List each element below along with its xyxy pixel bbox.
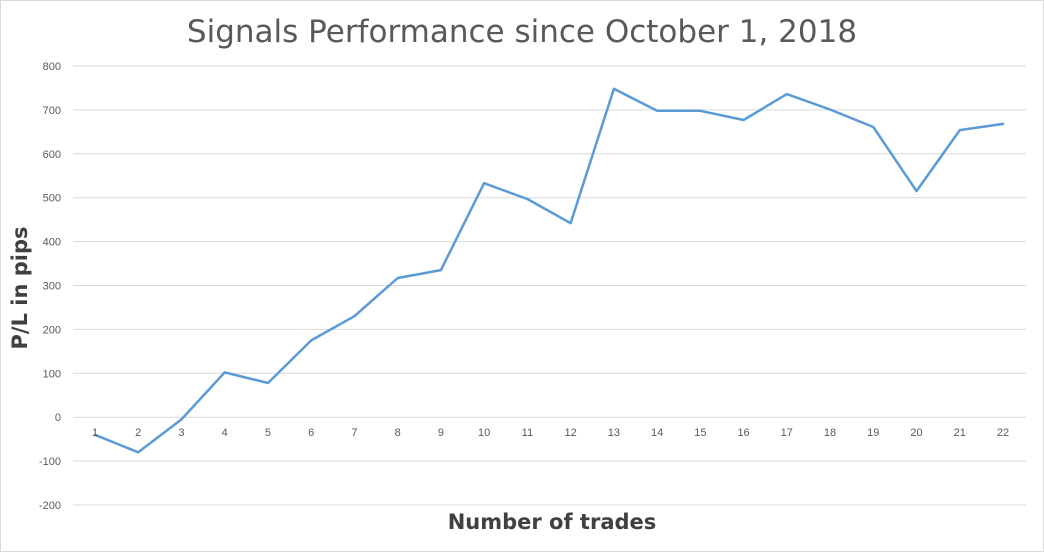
x-tick-label: 22 — [997, 427, 1009, 439]
x-tick-label: 15 — [694, 427, 706, 439]
x-tick-label: 5 — [265, 427, 271, 439]
x-tick-label: 18 — [824, 427, 836, 439]
y-tick-label: 100 — [43, 368, 61, 380]
x-tick-label: 13 — [608, 427, 620, 439]
y-tick-label: 600 — [43, 149, 61, 161]
x-tick-label: 21 — [954, 427, 966, 439]
x-tick-label: 11 — [522, 427, 533, 439]
x-tick-label: 4 — [222, 427, 228, 439]
x-tick-label: 20 — [910, 427, 922, 439]
x-tick-label: 9 — [438, 427, 444, 439]
x-tick-label: 19 — [867, 427, 879, 439]
x-tick-label: 12 — [564, 427, 576, 439]
x-axis-label: Number of trades — [447, 510, 657, 534]
y-tick-label: 0 — [55, 412, 61, 424]
y-tick-label: 800 — [43, 61, 61, 73]
series-layer — [93, 87, 1005, 454]
y-tick-label: 500 — [43, 193, 61, 205]
y-tick-label: 700 — [43, 105, 61, 117]
x-tick-label: 3 — [178, 427, 184, 439]
x-tick-label: 7 — [351, 427, 357, 439]
grid-lines — [73, 65, 1026, 506]
y-tick-labels: -200 -100 0 100 200 300 400 500 600 700 800 — [39, 61, 61, 512]
chart-title: Signals Performance since October 1, 201… — [186, 14, 858, 50]
x-tick-label: 1 — [92, 427, 98, 439]
y-tick-label: 300 — [43, 281, 61, 293]
x-tick-label: 10 — [478, 427, 490, 439]
x-tick-label: 17 — [781, 427, 793, 439]
series-line — [93, 87, 1005, 454]
x-tick-labels: 1 2 3 4 5 6 7 8 9 10 11 12 13 14 15 16 17 18 19 20 21 22 — [92, 427, 1009, 439]
y-tick-label: -200 — [39, 500, 61, 512]
y-tick-label: -100 — [39, 456, 61, 468]
x-tick-label: 6 — [308, 427, 314, 439]
x-tick-label: 16 — [737, 427, 749, 439]
y-tick-label: 200 — [43, 324, 61, 336]
y-tick-label: 400 — [43, 237, 61, 249]
x-tick-label: 8 — [395, 427, 401, 439]
x-tick-label: 14 — [651, 427, 663, 439]
x-tick-label: 2 — [135, 427, 141, 439]
